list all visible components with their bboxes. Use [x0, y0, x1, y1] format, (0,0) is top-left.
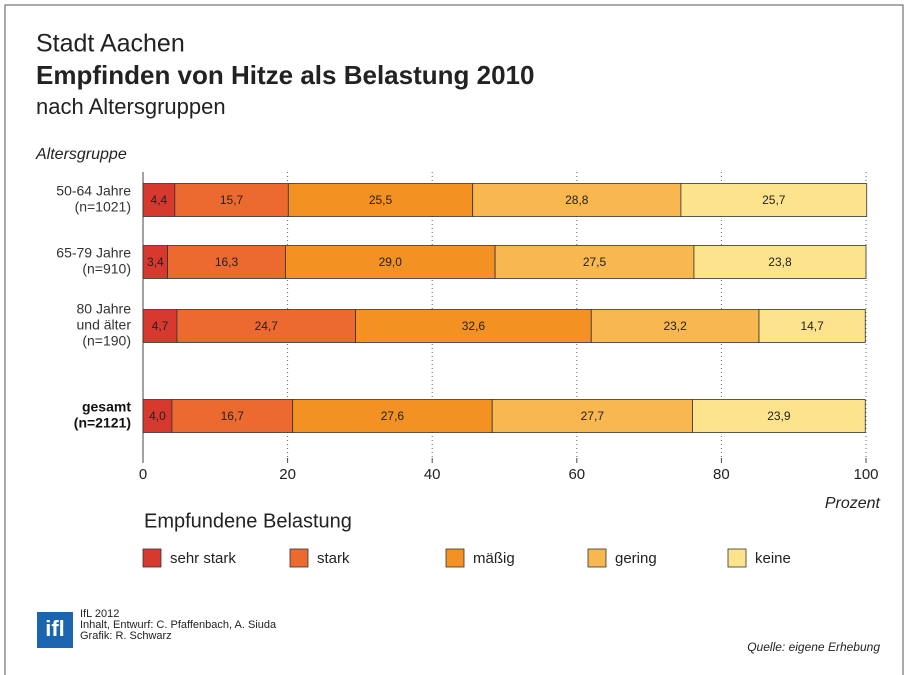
bar-label: 32,6	[462, 319, 486, 333]
bar-segment	[693, 245, 867, 279]
bar-label: 25,5	[369, 193, 393, 207]
bar-label: 4,4	[151, 193, 168, 207]
bar-segment	[142, 245, 168, 279]
y-axis-label: Altersgruppe	[35, 146, 127, 163]
y-tick-label: 80 Jahre	[77, 301, 132, 317]
bar-label: 23,2	[663, 319, 687, 333]
bar-label: 24,7	[255, 319, 279, 333]
bar-segment	[590, 309, 760, 343]
bar-segment	[174, 183, 289, 217]
legend-label: sehr stark	[170, 550, 236, 567]
legend-label: gering	[615, 550, 657, 567]
bar-label: 16,3	[215, 255, 239, 269]
bar-label: 4,7	[152, 319, 169, 333]
y-tick-label: und älter	[77, 317, 132, 333]
bar-segment	[692, 399, 866, 433]
y-tick-label: 65-79 Jahre	[56, 245, 131, 261]
bar-label: 25,7	[762, 193, 786, 207]
bar-segment	[142, 183, 176, 217]
x-tick-label: 20	[279, 466, 296, 483]
bar-label: 23,8	[768, 255, 792, 269]
x-tick-label: 60	[568, 466, 585, 483]
legend-swatch	[289, 548, 309, 568]
bar-segment	[292, 399, 493, 433]
x-tick-label: 100	[853, 466, 878, 483]
y-tick-label: (n=910)	[82, 261, 131, 277]
bar-label: 4,0	[149, 409, 166, 423]
y-tick-label: 50-64 Jahre	[56, 183, 131, 199]
bar-label: 23,9	[767, 409, 791, 423]
logo: ifl	[45, 616, 65, 641]
bar-label: 27,6	[381, 409, 405, 423]
chart-subtitle: nach Altersgruppen	[36, 94, 226, 119]
bar-label: 27,7	[581, 409, 605, 423]
bar-segment	[758, 309, 866, 343]
y-tick-label: (n=2121)	[74, 415, 131, 431]
bar-label: 14,7	[800, 319, 824, 333]
legend-swatch	[445, 548, 465, 568]
bar-label: 16,7	[221, 409, 245, 423]
legend-title: Empfundene Belastung	[144, 510, 352, 532]
bar-segment	[491, 399, 693, 433]
bar-segment	[494, 245, 695, 279]
bar-segment	[680, 183, 868, 217]
title-top: Stadt Aachen	[36, 30, 185, 58]
source: Quelle: eigene Erhebung	[747, 640, 880, 654]
bar-segment	[142, 399, 173, 433]
x-axis-label: Prozent	[825, 495, 881, 512]
bar-label: 29,0	[379, 255, 403, 269]
bar-segment	[287, 183, 474, 217]
bar-segment	[355, 309, 592, 343]
y-tick-label: (n=190)	[82, 333, 131, 349]
legend-swatch	[587, 548, 607, 568]
bar-label: 15,7	[220, 193, 244, 207]
bar-label: 3,4	[147, 255, 164, 269]
credit: IfL 2012	[80, 608, 119, 620]
y-tick-label: (n=1021)	[75, 199, 131, 215]
bar-segment	[171, 399, 294, 433]
legend-label: mäßig	[473, 550, 515, 567]
legend-swatch	[727, 548, 747, 568]
x-tick-label: 80	[713, 466, 730, 483]
bar-label: 27,5	[583, 255, 607, 269]
y-tick-label: gesamt	[82, 399, 131, 415]
logo-box	[37, 612, 73, 648]
legend-label: keine	[755, 550, 791, 567]
x-tick-label: 0	[139, 466, 147, 483]
legend-label: stark	[317, 550, 350, 567]
bar-segment	[472, 183, 682, 217]
bar-segment	[176, 309, 356, 343]
legend-swatch	[142, 548, 162, 568]
bar-segment	[285, 245, 496, 279]
credit: Grafik: R. Schwarz	[80, 630, 172, 642]
x-tick-label: 40	[424, 466, 441, 483]
credit: Inhalt, Entwurf: C. Pfaffenbach, A. Siud…	[80, 619, 277, 631]
chart-title: Empfinden von Hitze als Belastung 2010	[36, 60, 534, 90]
bar-label: 28,8	[565, 193, 589, 207]
